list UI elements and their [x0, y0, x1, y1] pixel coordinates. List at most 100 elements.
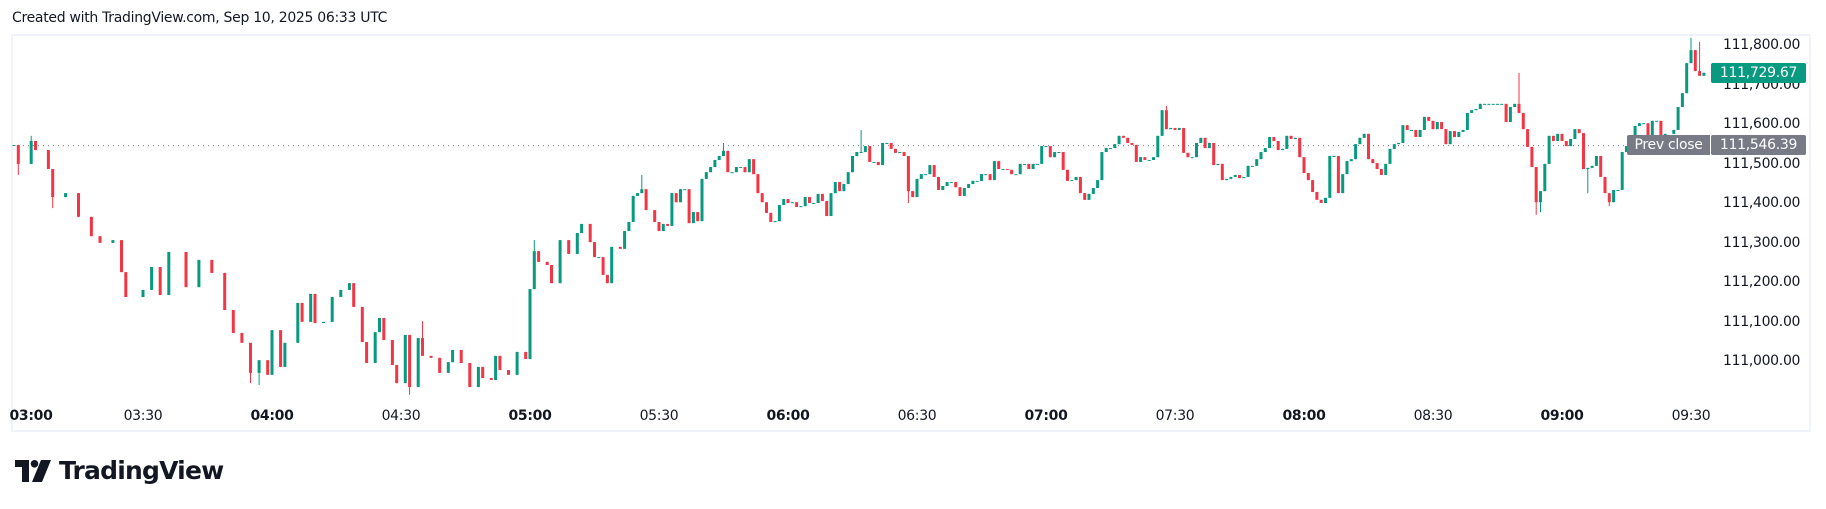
candle — [1255, 159, 1259, 166]
candle — [777, 204, 781, 222]
candle-body — [610, 246, 614, 284]
price-tick-label: 111,400.00 — [1723, 195, 1801, 211]
candle-body — [1250, 165, 1254, 167]
candle-body — [670, 193, 674, 226]
time-tick-label: 08:30 — [1413, 408, 1453, 424]
candle — [1035, 163, 1039, 165]
candle — [1414, 129, 1418, 138]
candle — [670, 193, 674, 226]
candle — [691, 212, 695, 224]
candle-body — [683, 189, 687, 191]
candle-body — [524, 351, 528, 360]
candle-body — [77, 193, 80, 217]
candle-body — [390, 340, 394, 365]
candle — [575, 233, 579, 254]
candle-body — [1169, 127, 1173, 130]
candle — [975, 180, 979, 182]
candle — [1526, 129, 1530, 147]
candle — [618, 246, 622, 249]
candle-body — [1680, 93, 1684, 108]
candle-body — [51, 169, 55, 198]
candle — [1685, 63, 1689, 94]
candle — [1358, 137, 1362, 145]
tradingview-logo[interactable]: TradingView — [15, 456, 224, 485]
time-tick-label: 05:30 — [639, 408, 679, 424]
candle — [1431, 120, 1435, 130]
candle-body — [1448, 131, 1452, 145]
candle — [446, 362, 450, 373]
candle-body — [992, 161, 996, 181]
candle-body — [623, 231, 627, 249]
candle — [924, 174, 928, 176]
candle — [1078, 176, 1082, 194]
candle — [64, 193, 68, 198]
candle-body — [1625, 146, 1628, 153]
candle-body — [1306, 172, 1310, 181]
candle-body — [1379, 169, 1383, 175]
candle — [717, 155, 721, 160]
candle-body — [1074, 176, 1078, 181]
candle — [1281, 148, 1284, 151]
candle — [1100, 152, 1104, 181]
candle — [713, 159, 717, 168]
candle — [593, 242, 596, 258]
candle — [1633, 125, 1637, 136]
candle-body — [1513, 103, 1517, 108]
last-price-badge: 111,729.67 — [1711, 62, 1806, 83]
candle-body — [489, 377, 493, 380]
candle — [1379, 169, 1383, 175]
candle-body — [1401, 125, 1405, 143]
candle-body — [1302, 157, 1306, 173]
candle-body — [756, 174, 760, 194]
candle-body — [1332, 155, 1336, 157]
candle — [1530, 146, 1534, 168]
candle — [1195, 142, 1198, 158]
candle — [481, 366, 485, 378]
candle — [773, 221, 777, 223]
candle-body — [726, 150, 730, 173]
candle — [1053, 152, 1057, 158]
candle — [524, 351, 528, 360]
candle-body — [558, 240, 562, 284]
candle-body — [1465, 112, 1469, 130]
candle-body — [1543, 163, 1547, 192]
candle — [1457, 131, 1461, 138]
candle-body — [889, 142, 893, 149]
candle — [1556, 133, 1560, 141]
prev-close-title-badge: Prev close — [1627, 135, 1710, 156]
candle-body — [709, 167, 713, 173]
candle-body — [1358, 137, 1362, 145]
time-tick-label: 09:00 — [1540, 408, 1584, 424]
time-tick-label: 07:30 — [1155, 408, 1195, 424]
candle — [1139, 157, 1143, 162]
candle — [408, 334, 412, 395]
candle-body — [1345, 161, 1349, 175]
candle-body — [1603, 176, 1607, 194]
candle — [1061, 152, 1065, 170]
time-tick-label: 07:00 — [1024, 408, 1068, 424]
candle-body — [1599, 155, 1603, 177]
candle — [1612, 189, 1616, 203]
candle-body — [1392, 144, 1396, 149]
candle — [167, 251, 171, 296]
candle — [1513, 103, 1517, 108]
candle-body — [1431, 120, 1435, 130]
candle-body — [1220, 163, 1224, 181]
candle-body — [1362, 133, 1366, 138]
candle — [1023, 163, 1026, 165]
candle-body — [1139, 157, 1143, 162]
candle — [567, 240, 571, 254]
candle — [902, 152, 906, 156]
candle-body — [322, 321, 326, 324]
candle — [184, 251, 188, 288]
candle — [911, 191, 915, 198]
candle-body — [1564, 140, 1568, 147]
candle — [1113, 144, 1117, 149]
candle-body — [967, 184, 971, 188]
candle-body — [373, 332, 377, 363]
candle-body — [636, 193, 639, 196]
candle-body — [1143, 157, 1147, 160]
candle — [1474, 108, 1478, 111]
candle — [283, 342, 287, 367]
